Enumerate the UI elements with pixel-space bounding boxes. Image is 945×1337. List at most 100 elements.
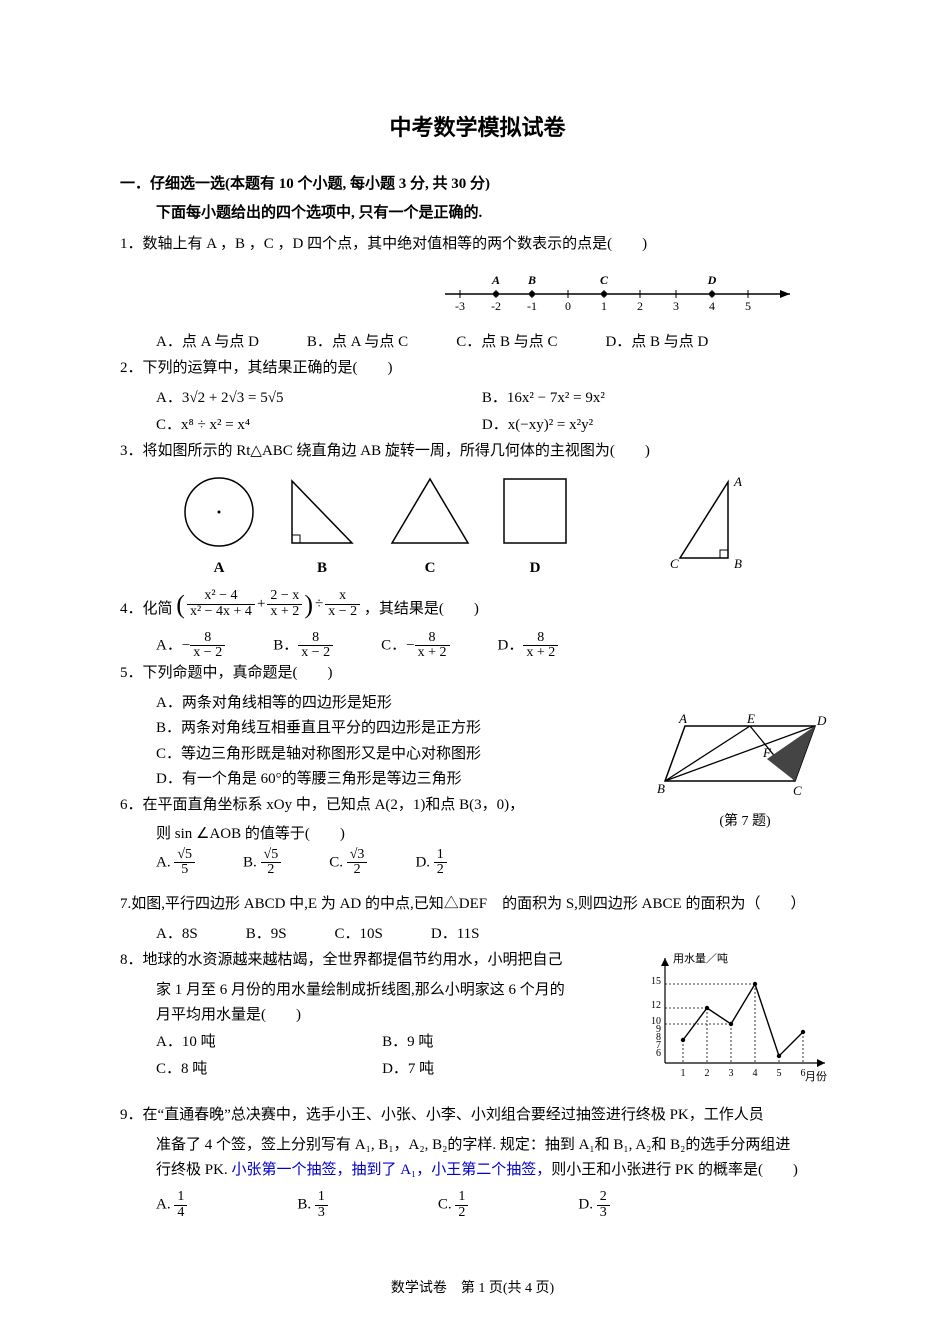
svg-text:0: 0 — [565, 299, 571, 313]
q3-shape-c: C — [386, 473, 474, 577]
q7-opt-c: C．10S — [335, 921, 383, 948]
q8-options-2: C．8 吨 D．7 吨 — [156, 1056, 627, 1083]
svg-text:E: E — [746, 711, 755, 726]
q6-opt-c: C. √32 — [329, 848, 367, 878]
q2-text: 2．下列的运算中，其结果正确的是( ) — [120, 356, 835, 382]
q5-opt-c: C．等边三角形既是轴对称图形又是中心对称图形 — [156, 742, 647, 768]
svg-text:15: 15 — [651, 976, 661, 987]
svg-text:月份: 月份 — [805, 1070, 827, 1083]
q7-text: 7.如图,平行四边形 ABCD 中,E 为 AD 的中点,已知△DEF 的面积为… — [120, 892, 835, 918]
svg-text:5: 5 — [777, 1068, 782, 1079]
q2-options-1: A．3√2 + 2√3 = 5√5 B．16x² − 7x² = 9x² — [156, 385, 835, 412]
svg-text:A: A — [678, 711, 687, 726]
svg-text:1: 1 — [601, 299, 607, 313]
svg-text:B: B — [657, 781, 665, 796]
svg-text:2: 2 — [705, 1068, 710, 1079]
page-title: 中考数学模拟试卷 — [120, 110, 835, 142]
q1-numberline: -3 -2 A -1 B 0 1 C 2 3 4 D 5 — [440, 264, 835, 319]
svg-text:10: 10 — [651, 1016, 661, 1027]
svg-text:C: C — [600, 273, 609, 287]
section-subheader: 下面每小题给出的四个选项中, 只有一个是正确的. — [156, 201, 835, 222]
svg-text:C: C — [670, 556, 679, 571]
q4-options: A．−8x − 2 B．8x − 2 C．−8x + 2 D．8x + 2 — [156, 631, 835, 661]
svg-text:B: B — [734, 556, 742, 571]
svg-text:用水量／吨: 用水量／吨 — [673, 952, 728, 965]
fig7-caption: (第 7 题) — [655, 810, 835, 830]
q2-opt-a: A．3√2 + 2√3 = 5√5 — [156, 385, 482, 412]
svg-text:12: 12 — [651, 1000, 661, 1011]
q9-l1: 9．在“直通春晚”总决赛中，选手小王、小张、小李、小刘组合要经过抽签进行终极 P… — [120, 1103, 835, 1129]
svg-text:5: 5 — [745, 299, 751, 313]
q1-opt-c: C．点 B 与点 C — [456, 329, 557, 356]
svg-text:1: 1 — [681, 1068, 686, 1079]
q3-shape-b: B — [282, 473, 362, 577]
svg-text:-3: -3 — [455, 299, 465, 313]
svg-text:B: B — [527, 273, 536, 287]
svg-text:A: A — [491, 273, 500, 287]
svg-text:4: 4 — [753, 1068, 758, 1079]
svg-text:-2: -2 — [491, 299, 501, 313]
q8-l1: 8．地球的水资源越来越枯竭，全世界都提倡节约用水，小明把自己 — [120, 948, 627, 974]
q4: 4．化简 ( x² − 4x² − 4x + 4 + 2 − xx + 2 ) … — [120, 583, 835, 627]
q3-shape-a: A — [180, 473, 258, 577]
q8-opt-a: A．10 吨 — [156, 1029, 382, 1056]
svg-text:F: F — [762, 745, 772, 760]
svg-text:D: D — [707, 273, 717, 287]
q6-options: A. √55 B. √52 C. √32 D. 12 — [156, 848, 647, 878]
q1-opt-a: A．点 A 与点 D — [156, 329, 259, 356]
q9-opt-b: B. 13 — [297, 1190, 328, 1220]
svg-text:-1: -1 — [527, 299, 537, 313]
q1-options: A．点 A 与点 D B．点 A 与点 C C．点 B 与点 C D．点 B 与… — [156, 329, 835, 356]
q8-l3: 月平均用水量是( ) — [156, 1003, 627, 1029]
section-header: 一．仔细选一选(本题有 10 个小题, 每小题 3 分, 共 30 分) — [120, 172, 835, 193]
page-footer: 数学试卷 第 1 页(共 4 页) — [0, 1277, 945, 1297]
q8-options-1: A．10 吨 B．9 吨 — [156, 1029, 627, 1056]
q4-expr: ( x² − 4x² − 4x + 4 + 2 − xx + 2 ) ÷ xx … — [176, 583, 360, 627]
svg-text:C: C — [793, 783, 802, 798]
svg-text:4: 4 — [709, 299, 715, 313]
q9-l3: 行终极 PK. 小张第一个抽签，抽到了 A₁，小王第二个抽签，则小王和小张进行 … — [156, 1158, 835, 1184]
q6-opt-d: D. 12 — [415, 848, 446, 878]
fig-q7: A E D B C F (第 7 题) — [655, 711, 835, 830]
q5-opt-a: A．两条对角线相等的四边形是矩形 — [156, 691, 647, 717]
q5-opt-d: D．有一个角是 60°的等腰三角形是等边三角形 — [156, 767, 647, 793]
q2-options-2: C．x⁸ ÷ x² = x⁴ D．x(−xy)² = x²y² — [156, 412, 835, 439]
svg-text:2: 2 — [637, 299, 643, 313]
q5-text: 5．下列命题中，真命题是( ) — [120, 661, 647, 687]
svg-text:6: 6 — [801, 1068, 806, 1079]
q4-opt-c: C．−8x + 2 — [381, 631, 449, 661]
q6-opt-b: B. √52 — [243, 848, 281, 878]
svg-text:3: 3 — [729, 1068, 734, 1079]
q8-l2: 家 1 月至 6 月份的用水量绘制成折线图,那么小明家这 6 个月的 — [156, 978, 627, 1004]
q7-opt-b: B．9S — [246, 921, 287, 948]
q9-l2: 准备了 4 个签，签上分别写有 A₁, B₁，A₂, B₂的字样. 规定：抽到 … — [156, 1133, 835, 1159]
q6-line2: 则 sin ∠AOB 的值等于( ) — [156, 822, 647, 848]
q4-opt-a: A．−8x − 2 — [156, 631, 225, 661]
q9-opt-c: C. 12 — [438, 1190, 469, 1220]
q3-shape-d: D — [498, 473, 572, 577]
q4-lead: 4．化简 — [120, 601, 173, 617]
q5-opt-b: B．两条对角线互相垂直且平分的四边形是正方形 — [156, 716, 647, 742]
q4-tail: ，其结果是( ) — [364, 601, 479, 617]
q3-text: 3．将如图所示的 Rt△ABC 绕直角边 AB 旋转一周，所得几何体的主视图为(… — [120, 439, 835, 465]
q6-opt-a: A. √55 — [156, 848, 195, 878]
svg-text:3: 3 — [673, 299, 679, 313]
q1-opt-d: D．点 B 与点 D — [605, 329, 708, 356]
q1-text: 1．数轴上有 A ，B ，C ，D 四个点，其中绝对值相等的两个数表示的点是( … — [120, 232, 835, 258]
svg-text:D: D — [816, 713, 827, 728]
q9-opt-a: A. 14 — [156, 1190, 187, 1220]
q8-opt-c: C．8 吨 — [156, 1056, 382, 1083]
q8-opt-d: D．7 吨 — [382, 1056, 608, 1083]
q8-opt-b: B．9 吨 — [382, 1029, 608, 1056]
q4-opt-b: B．8x − 2 — [273, 631, 333, 661]
q3-shapes: A B C D A B C — [180, 473, 835, 577]
q4-opt-d: D．8x + 2 — [498, 631, 559, 661]
q9-opt-d: D. 23 — [578, 1190, 609, 1220]
q7-opt-d: D．11S — [431, 921, 480, 948]
q9-options: A. 14 B. 13 C. 12 D. 23 — [156, 1190, 835, 1220]
q1-opt-b: B．点 A 与点 C — [307, 329, 408, 356]
q6-line1: 6．在平面直角坐标系 xOy 中，已知点 A(2，1)和点 B(3，0)， — [120, 793, 647, 819]
q7-opt-a: A．8S — [156, 921, 198, 948]
q2-opt-c: C．x⁸ ÷ x² = x⁴ — [156, 412, 482, 439]
q8-chart: 用水量／吨 月份 6 7 8 9 10 12 15 — [635, 948, 835, 1093]
